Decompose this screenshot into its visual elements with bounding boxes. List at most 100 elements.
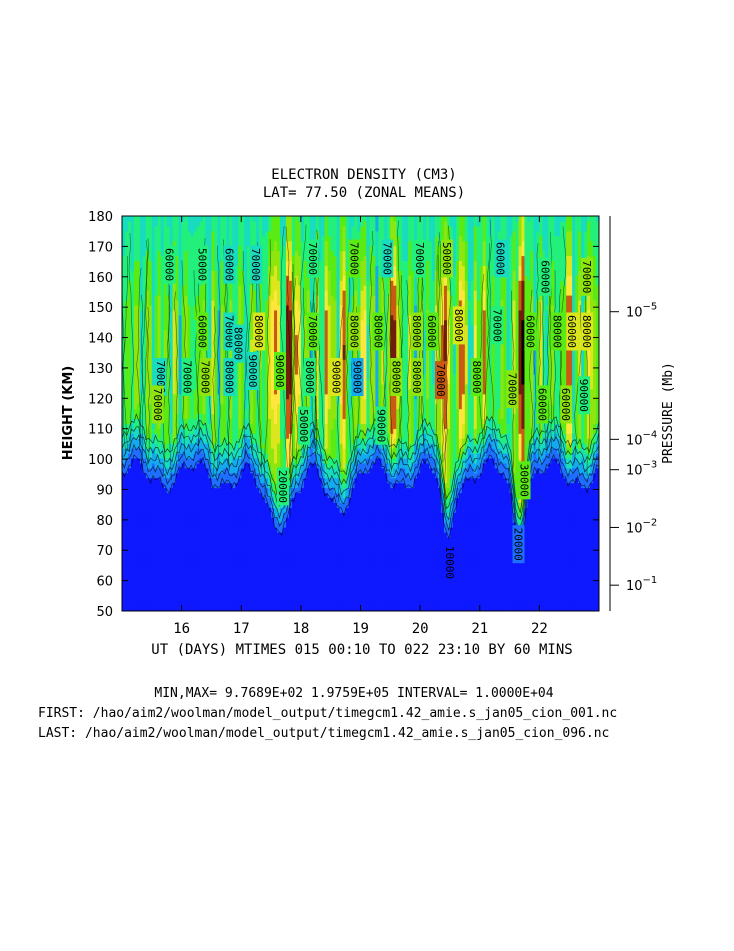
contour-cell bbox=[154, 606, 159, 611]
contour-cell bbox=[139, 250, 144, 257]
contour-cell bbox=[223, 433, 227, 439]
contour-cell bbox=[223, 477, 227, 484]
contour-cell bbox=[142, 546, 147, 553]
contour-cell bbox=[154, 235, 159, 242]
contour-cell bbox=[172, 457, 177, 464]
contour-cell bbox=[154, 502, 159, 508]
contour-cell bbox=[130, 448, 135, 454]
contour-cell bbox=[184, 216, 189, 222]
contour-cell bbox=[223, 532, 227, 538]
contour-cell bbox=[122, 314, 126, 321]
contour-cell bbox=[178, 448, 183, 454]
contour-cell bbox=[205, 482, 210, 489]
contour-cell bbox=[151, 295, 156, 301]
contour-cell bbox=[193, 324, 198, 331]
contour-cell bbox=[133, 295, 138, 301]
contour-cell bbox=[220, 359, 224, 365]
contour-cell bbox=[223, 541, 227, 548]
contour-cell bbox=[122, 502, 126, 508]
contour-cell bbox=[217, 512, 221, 518]
contour-cell bbox=[127, 482, 132, 489]
contour-cell bbox=[160, 606, 165, 611]
contour-cell bbox=[127, 359, 132, 365]
contour-cell bbox=[181, 536, 186, 543]
contour-cell bbox=[151, 502, 156, 508]
contour-cell bbox=[196, 462, 201, 469]
contour-cell bbox=[133, 225, 138, 232]
contour-cell bbox=[214, 319, 218, 326]
contour-cell bbox=[133, 230, 138, 237]
contour-cell bbox=[157, 596, 162, 602]
contour-cell bbox=[163, 467, 168, 474]
contour-cell bbox=[217, 536, 221, 543]
contour-cell bbox=[211, 502, 216, 508]
contour-cell bbox=[202, 532, 207, 538]
contour-cell bbox=[157, 591, 162, 597]
contour-cell bbox=[142, 561, 147, 568]
contour-cell bbox=[220, 512, 224, 518]
contour-cell bbox=[130, 388, 135, 395]
contour-cell bbox=[214, 374, 218, 380]
contour-cell bbox=[193, 606, 198, 611]
contour-cell bbox=[205, 512, 210, 518]
contour-cell bbox=[169, 413, 174, 420]
contour-cell bbox=[205, 230, 210, 237]
contour-cell bbox=[157, 216, 162, 222]
contour-cell bbox=[208, 299, 213, 306]
contour-cell bbox=[187, 304, 192, 311]
contour-cell bbox=[220, 541, 224, 548]
contour-cell bbox=[217, 349, 221, 355]
contour-cell bbox=[160, 319, 165, 326]
contour-cell bbox=[127, 512, 132, 518]
contour-cell bbox=[145, 546, 150, 553]
contour-cell bbox=[166, 359, 171, 365]
contour-cell bbox=[169, 329, 174, 336]
contour-cell bbox=[172, 606, 177, 611]
contour-cell bbox=[133, 502, 138, 508]
contour-cell bbox=[217, 457, 221, 464]
contour-cell bbox=[211, 596, 216, 602]
contour-cell bbox=[184, 290, 189, 296]
contour-cell bbox=[166, 413, 171, 420]
contour-cell bbox=[217, 403, 221, 410]
contour-cell bbox=[199, 354, 204, 360]
contour-cell bbox=[184, 571, 189, 578]
contour-cell bbox=[142, 344, 147, 350]
contour-cell bbox=[202, 601, 207, 607]
contour-cell bbox=[226, 462, 230, 469]
contour-cell bbox=[163, 462, 168, 469]
contour-cell bbox=[154, 487, 159, 494]
contour-cell bbox=[178, 374, 183, 380]
contour-cell bbox=[205, 418, 210, 424]
contour-cell bbox=[223, 556, 227, 563]
contour-cell bbox=[127, 265, 132, 271]
contour-cell bbox=[157, 601, 162, 607]
contour-cell bbox=[205, 536, 210, 543]
contour-cell bbox=[220, 408, 224, 415]
contour-cell bbox=[133, 527, 138, 533]
contour-cell bbox=[142, 369, 147, 375]
contour-cell bbox=[220, 250, 224, 257]
contour-cell bbox=[154, 285, 159, 291]
contour-cell bbox=[217, 319, 221, 326]
contour-cell bbox=[175, 369, 180, 375]
contour-cell bbox=[211, 482, 216, 489]
contour-cell bbox=[217, 324, 221, 331]
contour-cell bbox=[133, 546, 138, 553]
contour-cell bbox=[205, 295, 210, 301]
contour-cell bbox=[229, 541, 233, 548]
contour-cell bbox=[163, 536, 168, 543]
contour-cell bbox=[130, 354, 135, 360]
contour-cell bbox=[142, 522, 147, 528]
contour-cell bbox=[220, 309, 224, 316]
contour-cell bbox=[139, 477, 144, 484]
contour-cell bbox=[160, 225, 165, 232]
contour-cell bbox=[133, 561, 138, 568]
contour-cell bbox=[142, 492, 147, 499]
contour-cell bbox=[122, 324, 126, 331]
contour-cell bbox=[184, 428, 189, 434]
contour-cell bbox=[190, 324, 195, 331]
contour-cell bbox=[142, 280, 147, 286]
contour-cell bbox=[127, 220, 132, 227]
contour-cell bbox=[163, 507, 168, 513]
